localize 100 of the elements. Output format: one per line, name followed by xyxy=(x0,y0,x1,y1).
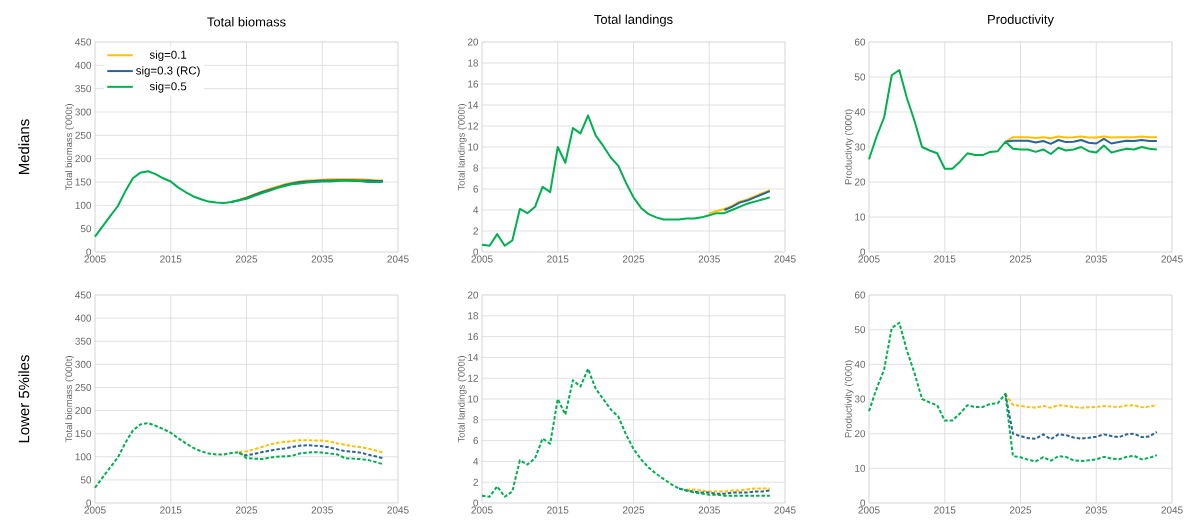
x-tick-label: 2005 xyxy=(471,506,493,514)
y-axis-title: Total biomass ('000t) xyxy=(65,104,75,191)
y-tick-label: 16 xyxy=(468,333,479,341)
y-tick-label: 10 xyxy=(468,395,479,403)
y-tick-label: 60 xyxy=(854,291,866,299)
y-tick-label: 0 xyxy=(860,248,866,256)
x-tick-label: 2035 xyxy=(311,506,333,514)
x-tick-label: 2045 xyxy=(1161,255,1183,263)
y-tick-label: 20 xyxy=(854,430,866,438)
y-tick-label: 18 xyxy=(468,59,479,67)
y-tick-label: 450 xyxy=(75,291,92,299)
x-tick-label: 2005 xyxy=(84,255,106,263)
x-tick-label: 2025 xyxy=(622,255,645,263)
x-tick-label: 2045 xyxy=(387,255,409,263)
y-tick-label: 50 xyxy=(80,476,92,484)
x-tick-label: 2005 xyxy=(858,506,880,514)
text: Lower 5%iles xyxy=(18,355,30,443)
y-tick-label: 0 xyxy=(473,248,479,256)
y-tick-label: 50 xyxy=(854,73,866,81)
y-tick-label: 0 xyxy=(473,499,479,507)
line-series xyxy=(868,321,1158,463)
y-tick-label: 10 xyxy=(468,143,479,151)
y-tick-label: 300 xyxy=(75,360,92,368)
x-tick-label: 2015 xyxy=(160,506,182,514)
y-tick-label: 20 xyxy=(467,38,479,46)
y-tick-label: 2 xyxy=(473,478,478,486)
y-tick-label: 30 xyxy=(854,143,866,151)
y-axis-title: Productivty ('000t) xyxy=(844,109,854,185)
x-tick-label: 2045 xyxy=(774,255,796,263)
x-tick-label: 2035 xyxy=(1085,255,1107,263)
x-tick-label: 2015 xyxy=(160,255,182,263)
y-tick-label: 400 xyxy=(75,314,92,322)
line-series xyxy=(868,69,1158,170)
y-tick-label: 300 xyxy=(75,108,92,116)
y-axis-title: Productivity ('000t) xyxy=(844,360,854,438)
x-tick-label: 2005 xyxy=(471,255,493,263)
x-tick-label: 2015 xyxy=(934,506,956,514)
chart-title: Total landings xyxy=(594,14,673,27)
x-tick-label: 2015 xyxy=(547,255,569,263)
y-tick-label: 18 xyxy=(468,312,479,320)
y-tick-label: 60 xyxy=(854,38,866,46)
y-tick-label: 0 xyxy=(86,248,92,256)
y-tick-label: 14 xyxy=(468,101,479,109)
x-tick-label: 2045 xyxy=(387,506,409,514)
y-tick-label: 4 xyxy=(473,457,479,465)
x-tick-label: 2015 xyxy=(934,255,956,263)
x-tick-label: 2025 xyxy=(622,506,645,514)
y-tick-label: 2 xyxy=(473,227,478,235)
y-tick-label: 8 xyxy=(473,164,479,172)
y-tick-label: 4 xyxy=(473,206,479,214)
x-tick-label: 2015 xyxy=(547,506,569,514)
y-tick-label: 100 xyxy=(75,453,92,461)
y-tick-label: 200 xyxy=(75,407,92,415)
y-tick-label: 0 xyxy=(86,499,92,507)
x-tick-label: 2045 xyxy=(1161,506,1183,514)
y-axis-title: Total biomass ('000t) xyxy=(65,356,75,443)
y-tick-label: 20 xyxy=(854,178,866,186)
y-tick-label: 6 xyxy=(473,437,479,445)
chart-title: Productivity xyxy=(988,14,1054,27)
x-tick-label: 2035 xyxy=(698,255,720,263)
legend-label: sig=0.1 xyxy=(149,50,187,62)
y-tick-label: 50 xyxy=(854,326,866,334)
legend-label: sig=0.3 (RC) xyxy=(136,66,200,77)
x-tick-label: 2005 xyxy=(858,255,880,263)
y-tick-label: 10 xyxy=(855,213,866,221)
y-tick-label: 100 xyxy=(75,201,92,209)
text: Medians xyxy=(18,119,30,175)
y-tick-label: 6 xyxy=(473,185,479,193)
y-tick-label: 250 xyxy=(75,131,92,139)
y-tick-label: 16 xyxy=(468,80,479,88)
y-tick-label: 14 xyxy=(468,353,479,361)
y-tick-label: 12 xyxy=(468,122,478,130)
y-tick-label: 0 xyxy=(860,499,866,507)
x-tick-label: 2035 xyxy=(1085,506,1107,514)
chart-title: Total biomass xyxy=(207,16,286,27)
y-axis-title: Total landings ('000t) xyxy=(457,356,467,443)
x-tick-label: 2005 xyxy=(84,506,106,514)
x-tick-label: 2025 xyxy=(1009,255,1032,263)
y-tick-label: 200 xyxy=(75,155,92,163)
y-tick-label: 350 xyxy=(75,85,92,93)
y-tick-label: 400 xyxy=(75,61,92,69)
y-tick-label: 10 xyxy=(855,464,866,472)
y-tick-label: 40 xyxy=(854,108,866,116)
y-tick-label: 450 xyxy=(75,38,92,46)
y-tick-label: 50 xyxy=(80,225,92,233)
y-tick-label: 40 xyxy=(854,360,866,368)
legend-label: sig=0.5 xyxy=(149,81,187,93)
y-tick-label: 12 xyxy=(468,374,478,382)
y-tick-label: 30 xyxy=(854,395,866,403)
x-tick-label: 2035 xyxy=(698,506,720,514)
y-axis-title: Total landings ('000t) xyxy=(457,104,467,191)
x-tick-label: 2025 xyxy=(1009,506,1032,514)
x-tick-label: 2025 xyxy=(235,255,258,263)
x-tick-label: 2045 xyxy=(774,506,796,514)
y-tick-label: 250 xyxy=(75,383,92,391)
y-tick-label: 20 xyxy=(467,291,479,299)
y-tick-label: 350 xyxy=(75,337,92,345)
x-tick-label: 2025 xyxy=(235,506,258,514)
x-tick-label: 2035 xyxy=(311,255,333,263)
y-tick-label: 8 xyxy=(473,416,479,424)
